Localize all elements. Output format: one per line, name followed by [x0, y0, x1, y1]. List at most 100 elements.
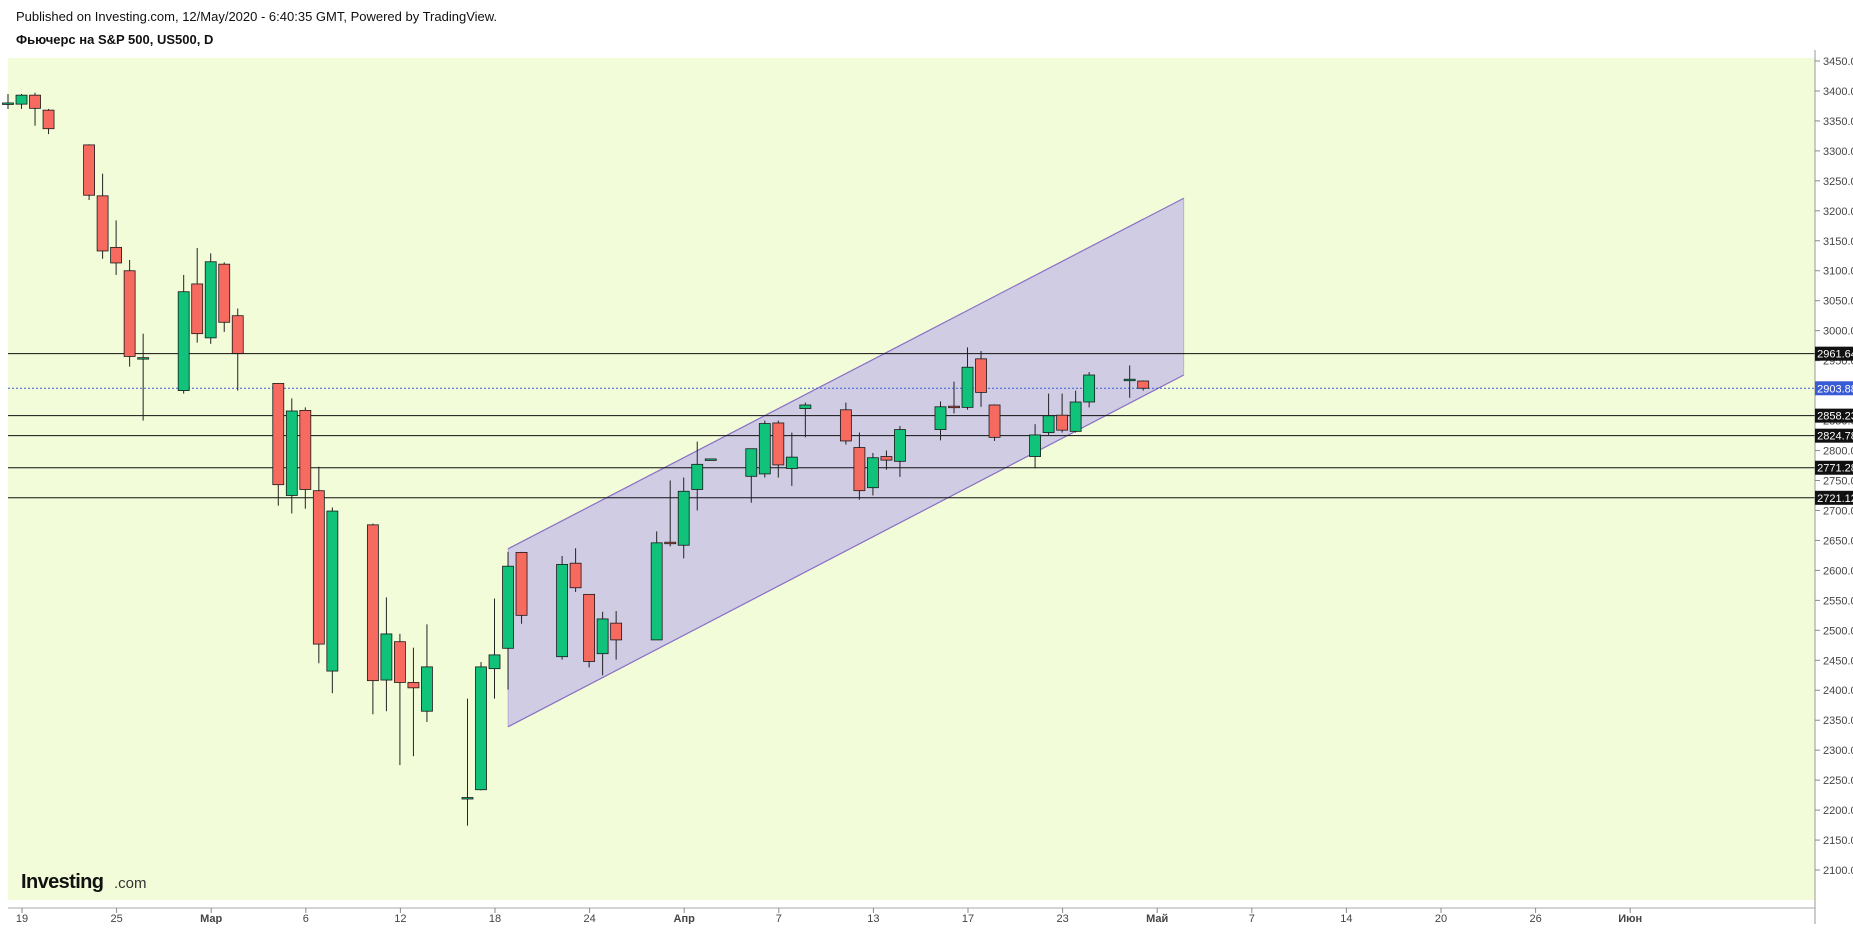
instrument-title: Фьючерс на S&P 500, US500, D: [16, 32, 214, 47]
candle: [650, 531, 663, 641]
time-tick-label: 17: [962, 913, 974, 924]
candlestick-series: [2, 92, 1150, 826]
candle: [948, 381, 960, 414]
price-tick-label: 2650.00: [1823, 535, 1853, 547]
candle: [137, 333, 150, 421]
price-axis[interactable]: 2100.00 2150.00 2200.00 2250.00 2300.00 2350.…: [1814, 50, 1853, 924]
candle: [488, 598, 501, 699]
candle: [975, 351, 987, 407]
candle-body: [569, 562, 582, 589]
candle: [475, 662, 487, 791]
candle: [177, 274, 190, 394]
price-tick-label: 2300.00: [1823, 745, 1853, 757]
level-price-label: 2771.28: [1817, 463, 1853, 475]
candle: [515, 551, 528, 624]
candle-body: [137, 357, 150, 360]
candle-body: [610, 622, 623, 641]
candle-body: [326, 510, 339, 672]
price-tick-label: 2750.00: [1823, 475, 1853, 487]
candle-body: [285, 410, 298, 496]
price-tick-label: 3100.00: [1823, 266, 1853, 278]
candle-body: [191, 283, 204, 335]
candle: [204, 253, 217, 344]
price-axis-bg: [1816, 50, 1853, 924]
candle-body: [1123, 378, 1136, 382]
candle-body: [218, 263, 231, 323]
candle: [988, 404, 1001, 441]
time-tick-label: 23: [1056, 913, 1068, 924]
candle: [2, 93, 14, 109]
candle: [772, 420, 785, 478]
candle: [556, 556, 568, 660]
candle: [799, 402, 812, 438]
price-tick-label: 2150.00: [1823, 835, 1853, 847]
time-tick-label: Июн: [1618, 913, 1642, 924]
candle-body: [83, 144, 95, 196]
time-axis[interactable]: 19 25 Мар 6 12 18 24 Апр 7 13 17 23 Май 7 14 20 26 Июн: [8, 907, 1815, 925]
candle: [704, 458, 717, 461]
candle-body: [394, 641, 406, 683]
level-price-tag: [1815, 490, 1853, 505]
price-tick-label: 3000.00: [1823, 326, 1853, 338]
price-tick-label: 3450.00: [1823, 56, 1853, 68]
candle: [839, 402, 852, 445]
candle-body: [975, 358, 987, 393]
time-tick-label: 7: [1249, 913, 1255, 924]
candle: [29, 92, 41, 126]
candle-body: [1056, 414, 1069, 431]
candle: [664, 480, 677, 547]
candle-body: [110, 246, 123, 264]
price-tick-label: 3350.00: [1823, 116, 1853, 128]
candle: [853, 432, 866, 500]
candle: [366, 523, 379, 715]
price-tick-label: 2200.00: [1823, 805, 1853, 817]
time-tick-label: 13: [867, 913, 879, 924]
time-tick-label: 24: [583, 913, 595, 924]
price-tick-label: 3250.00: [1823, 176, 1853, 188]
level-price-label: 2824.78: [1817, 431, 1853, 443]
candle-body: [1042, 415, 1055, 433]
price-tick-label: 2250.00: [1823, 775, 1853, 787]
candle: [1029, 424, 1041, 469]
candle-body: [475, 666, 487, 791]
candle: [894, 425, 906, 477]
candle-body: [1069, 401, 1082, 432]
price-tick-label: 2550.00: [1823, 595, 1853, 607]
price-tick-label: 3150.00: [1823, 236, 1853, 248]
candle-body: [461, 797, 474, 800]
candle-body: [407, 682, 420, 689]
candle-body: [583, 593, 596, 662]
candle: [1056, 393, 1069, 433]
candle-body: [880, 456, 893, 461]
candle-body: [421, 666, 433, 712]
time-tick-label: 25: [110, 913, 122, 924]
candle: [934, 401, 947, 441]
time-tick-label: 20: [1435, 913, 1447, 924]
price-tick-label: 2350.00: [1823, 715, 1853, 727]
candle: [691, 441, 704, 511]
regression-channel[interactable]: [507, 197, 1185, 728]
candle-body: [785, 456, 798, 469]
candle: [1042, 393, 1055, 435]
candle-body: [29, 94, 41, 109]
level-price-tag: [1815, 408, 1853, 423]
candle-body: [96, 195, 109, 252]
candle-body: [1083, 374, 1096, 403]
candle-body: [596, 618, 609, 655]
price-tick-label: 3050.00: [1823, 296, 1853, 308]
candle: [1083, 372, 1096, 408]
candle-body: [272, 383, 285, 486]
candle-body: [204, 261, 217, 339]
candle-body: [123, 270, 136, 357]
time-tick-label: 7: [776, 913, 782, 924]
candle: [421, 624, 433, 723]
current-price-tag: [1815, 381, 1853, 396]
price-tick-label: 2450.00: [1823, 655, 1853, 667]
candle: [326, 507, 339, 694]
candle-body: [894, 429, 906, 462]
price-tick-label: 2800.00: [1823, 446, 1853, 458]
candle-body: [677, 490, 690, 546]
channel-lower-line: [507, 374, 1185, 728]
